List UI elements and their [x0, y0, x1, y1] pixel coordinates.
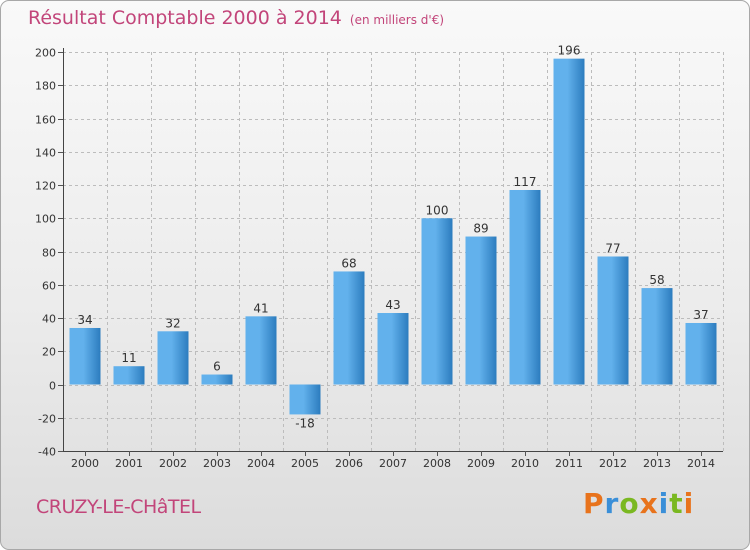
data-label-2014: 37 [693, 308, 708, 322]
data-label-2010: 117 [514, 175, 537, 189]
gridlines [63, 52, 724, 452]
logo-letter: i [658, 487, 670, 520]
xtick-label: 2006 [335, 457, 363, 470]
proxiti-logo: Proxiti [583, 487, 694, 520]
logo-letter: P [583, 487, 605, 520]
bar-2004 [245, 316, 277, 385]
xtick-label: 2007 [379, 457, 407, 470]
xtick-label: 2008 [423, 457, 451, 470]
xtick-label: 2014 [687, 457, 715, 470]
data-label-2007: 43 [385, 298, 400, 312]
xtick-label: 2011 [555, 457, 583, 470]
ytick-label: 0 [49, 380, 56, 393]
xtick-label: 2004 [247, 457, 275, 470]
data-label-2005: -18 [295, 416, 315, 430]
xtick-label: 2012 [599, 457, 627, 470]
ytick-label: 20 [42, 346, 56, 359]
logo-letter: o [619, 487, 640, 520]
xtick-label: 2002 [159, 457, 187, 470]
bar-2002 [157, 331, 189, 385]
logo-letter: r [604, 487, 620, 520]
data-label-2011: 196 [558, 44, 581, 58]
bar-2001 [113, 366, 145, 385]
bar-2013 [641, 288, 673, 385]
xtick-label: 2003 [203, 457, 231, 470]
ytick-label: -40 [38, 446, 56, 459]
ytick-label: 120 [35, 180, 56, 193]
data-label-2000: 34 [77, 313, 92, 327]
xtick-label: 2009 [467, 457, 495, 470]
commune-name: CRUZY-LE-CHâTEL [36, 496, 201, 518]
ytick-label: 140 [35, 147, 56, 160]
xtick-label: 2005 [291, 457, 319, 470]
xtick-label: 2001 [115, 457, 143, 470]
bar-2007 [377, 313, 409, 385]
data-label-2012: 77 [605, 241, 620, 255]
ytick-label: -20 [38, 413, 56, 426]
bar-2011 [553, 58, 585, 385]
xtick-label: 2000 [71, 457, 99, 470]
bar-2010 [509, 189, 541, 385]
xtick-label: 2010 [511, 457, 539, 470]
ytick-label: 60 [42, 280, 56, 293]
bar-2008 [421, 218, 453, 385]
xtick-label: 2013 [643, 457, 671, 470]
ytick-label: 100 [35, 213, 56, 226]
bar-2003 [201, 374, 233, 385]
data-label-2008: 100 [426, 203, 449, 217]
bar-2014 [685, 322, 717, 385]
ytick-label: 40 [42, 313, 56, 326]
ytick-label: 160 [35, 114, 56, 127]
ytick-label: 180 [35, 80, 56, 93]
logo-letter: t [669, 487, 684, 520]
ytick-label: 80 [42, 247, 56, 260]
bars [69, 58, 717, 415]
axes: -40 -20 0 20 40 60 80 100 120 140 160 180 200 2000 200… [35, 47, 723, 470]
chart-title-text: Résultat Comptable 2000 à 2014 [28, 7, 342, 29]
data-label-2013: 58 [649, 273, 664, 287]
bar-2012 [597, 256, 629, 385]
data-label-2006: 68 [341, 256, 356, 270]
data-label-2004: 41 [253, 301, 268, 315]
logo-letter: i [683, 487, 695, 520]
ytick-label: 200 [35, 47, 56, 60]
data-label-2003: 6 [213, 360, 221, 374]
data-label-2002: 32 [165, 316, 180, 330]
bar-2009 [465, 236, 497, 385]
bar-2005 [289, 384, 321, 415]
data-label-2001: 11 [121, 351, 136, 365]
bar-2006 [333, 271, 365, 385]
chart-subtitle: (en milliers d'€) [349, 13, 445, 27]
data-labels: 34 11 32 6 41 -18 68 43 100 89 117 196 77 58 37 [77, 44, 708, 431]
chart-title: Résultat Comptable 2000 à 2014 (en millie… [28, 7, 444, 29]
bar-2000 [69, 327, 101, 385]
logo-letter: x [639, 487, 659, 520]
data-label-2009: 89 [473, 222, 488, 236]
